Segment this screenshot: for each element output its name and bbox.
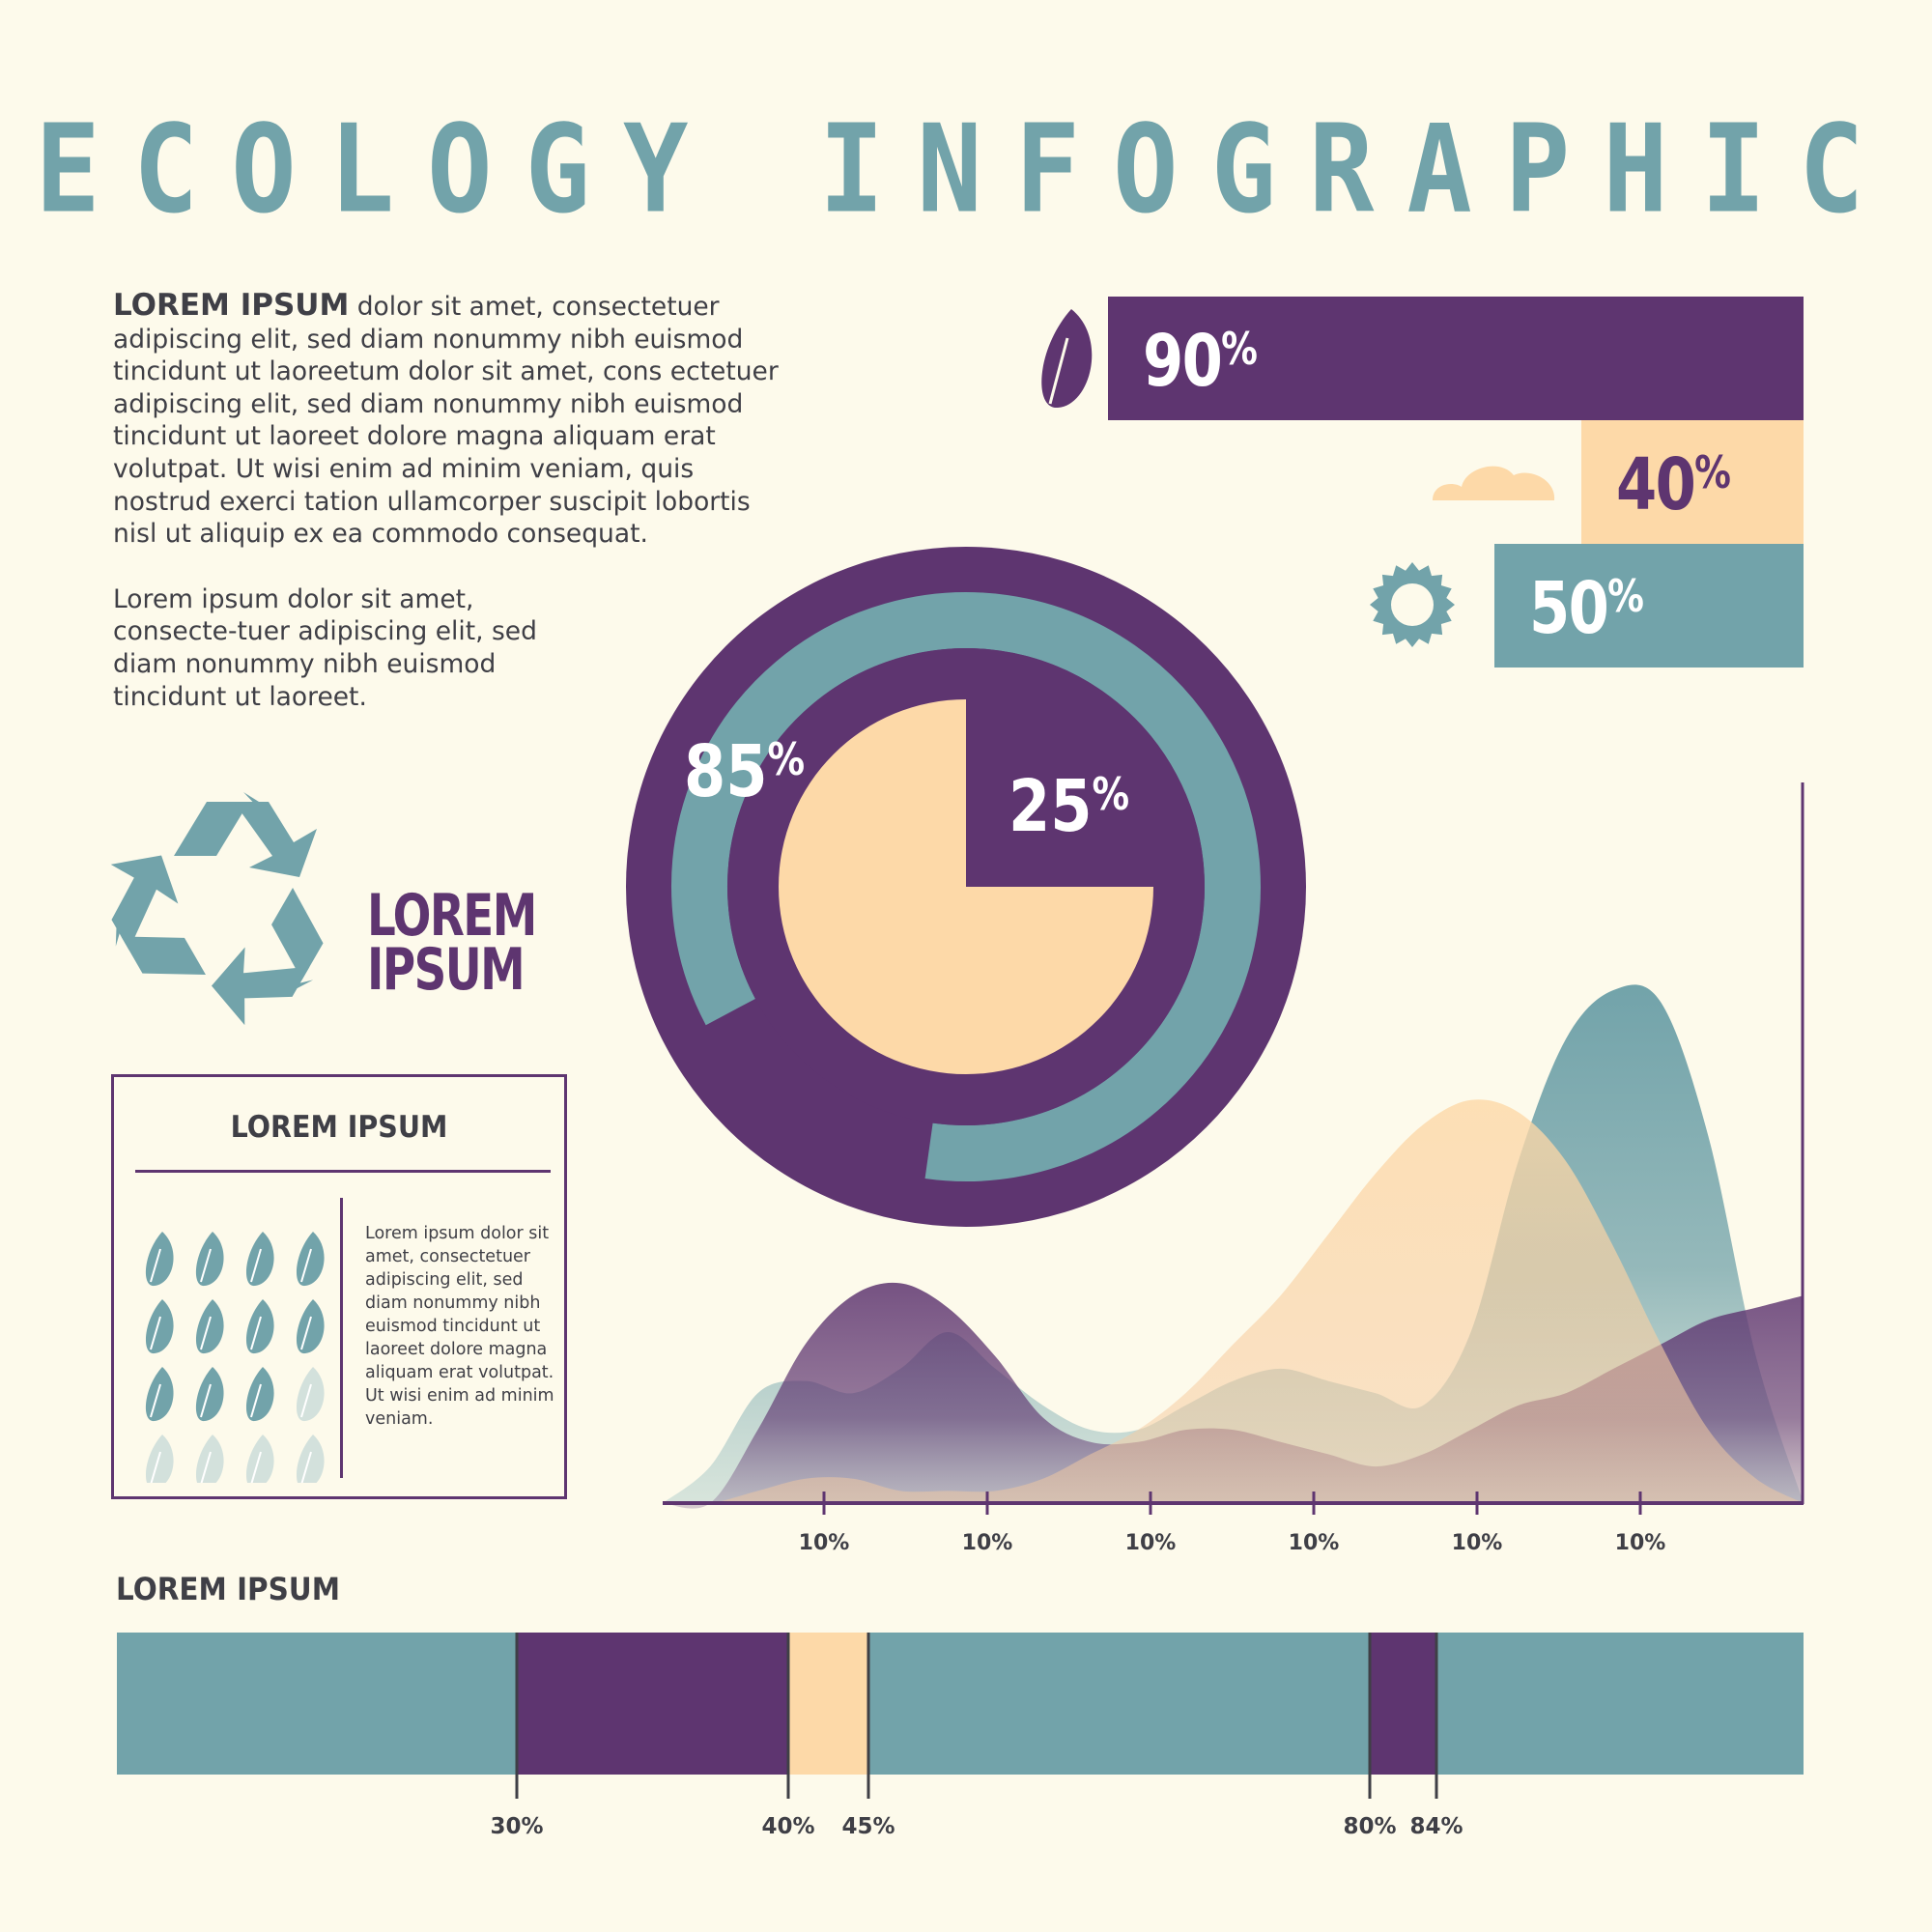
donut-inner-slice (779, 699, 1153, 1074)
leaf-icon (195, 1367, 224, 1422)
donut-inner-label: 25% (1009, 766, 1129, 849)
leaf-icon (1041, 309, 1093, 409)
timeline-segment (1370, 1633, 1436, 1775)
area-tick-label: 10% (1452, 1531, 1503, 1555)
donut-chart: 85% 25% (626, 547, 1306, 1227)
info-box: LOREM IPSUM Lorem ipsum dolor sit amet, … (111, 1074, 567, 1499)
recycle-label: LOREM IPSUM (367, 882, 537, 1004)
area-tick-label: 10% (799, 1531, 850, 1555)
recycle-label-line1: LOREM (367, 882, 537, 950)
leaf-icon (245, 1367, 274, 1422)
stat-bar-leaf (1108, 297, 1804, 420)
leaf-icon (145, 1367, 174, 1422)
timeline-segment (517, 1633, 788, 1775)
stat-value-cloud: 40% (1616, 449, 1731, 521)
stat-bar-cloud (1580, 420, 1804, 544)
intro-paragraph-1: LOREM IPSUM dolor sit amet, consectetuer… (113, 288, 789, 551)
timeline-segment (788, 1633, 868, 1775)
icons (110, 309, 1555, 1026)
timeline-marker-label: 45% (841, 1814, 895, 1839)
info-box-vertical-divider (340, 1198, 343, 1478)
page-title: ECOLOGY INFOGRAPHIC (35, 99, 1897, 241)
leaf-icon (145, 1435, 174, 1483)
info-box-text: Lorem ipsum dolor sit amet, consectetuer… (365, 1224, 554, 1429)
timeline-marker-label: 40% (761, 1814, 814, 1839)
stat-unit: % (1221, 323, 1258, 375)
intro-text: LOREM IPSUM dolor sit amet, consectetuer… (113, 288, 789, 746)
leaf-icon (296, 1367, 325, 1422)
stat-bar-sun (1494, 544, 1804, 668)
leaf-icon (245, 1299, 274, 1354)
info-box-divider (135, 1170, 551, 1173)
intro-paragraph-1-body: dolor sit amet, consectetuer adipiscing … (113, 292, 779, 550)
stat-unit: % (1607, 570, 1644, 622)
recycle-label-line2: IPSUM (367, 936, 526, 1004)
area-tick-label: 10% (1615, 1531, 1666, 1555)
leaf-icon (296, 1299, 325, 1354)
timeline-segment (117, 1633, 517, 1775)
timeline-marker-label: 84% (1409, 1814, 1463, 1839)
timeline-marker-label: 30% (490, 1814, 543, 1839)
leaf-icon (145, 1299, 174, 1354)
stat-number: 40 (1615, 443, 1696, 526)
leaf-icon (195, 1232, 224, 1287)
stat-unit: % (1693, 446, 1731, 498)
area-tick-label: 10% (962, 1531, 1013, 1555)
donut-ring-label: 85% (684, 731, 805, 814)
area-tick-label: 10% (1289, 1531, 1340, 1555)
donut-ring (671, 592, 1261, 1181)
timeline-segment (868, 1633, 1370, 1775)
intro-lead-bold: LOREM IPSUM (113, 288, 350, 323)
leaf-icon (145, 1232, 174, 1287)
area-series-3 (663, 1099, 1804, 1504)
sun-icon (1370, 562, 1455, 647)
timeline-segment (1436, 1633, 1804, 1775)
stat-value-sun: 50% (1529, 573, 1644, 644)
area-tick-label: 10% (1125, 1531, 1177, 1555)
recycle-icon (110, 792, 324, 1026)
timeline-bar-chart: 30% 40% 45% 80% 84% (117, 1633, 1804, 1839)
info-box-title: LOREM IPSUM (230, 1110, 448, 1145)
leaf-icon (296, 1232, 325, 1287)
cloud-icon (1433, 466, 1555, 500)
timeline-marker-label: 80% (1343, 1814, 1396, 1839)
leaf-icon (195, 1435, 224, 1483)
area-chart: 10% 10% 10% 10% 10% 10% (663, 782, 1804, 1555)
stat-value-leaf: 90% (1143, 326, 1258, 397)
leaf-grid (145, 1232, 325, 1483)
leaf-icon (245, 1435, 274, 1483)
leaf-icon (296, 1435, 325, 1483)
intro-paragraph-2: Lorem ipsum dolor sit amet, consecte-tue… (113, 583, 537, 712)
leaf-icon (195, 1299, 224, 1354)
bottom-section-title: LOREM IPSUM (116, 1571, 340, 1607)
stat-number: 90 (1143, 320, 1223, 403)
stat-number: 50 (1529, 567, 1609, 650)
leaf-icon (245, 1232, 274, 1287)
